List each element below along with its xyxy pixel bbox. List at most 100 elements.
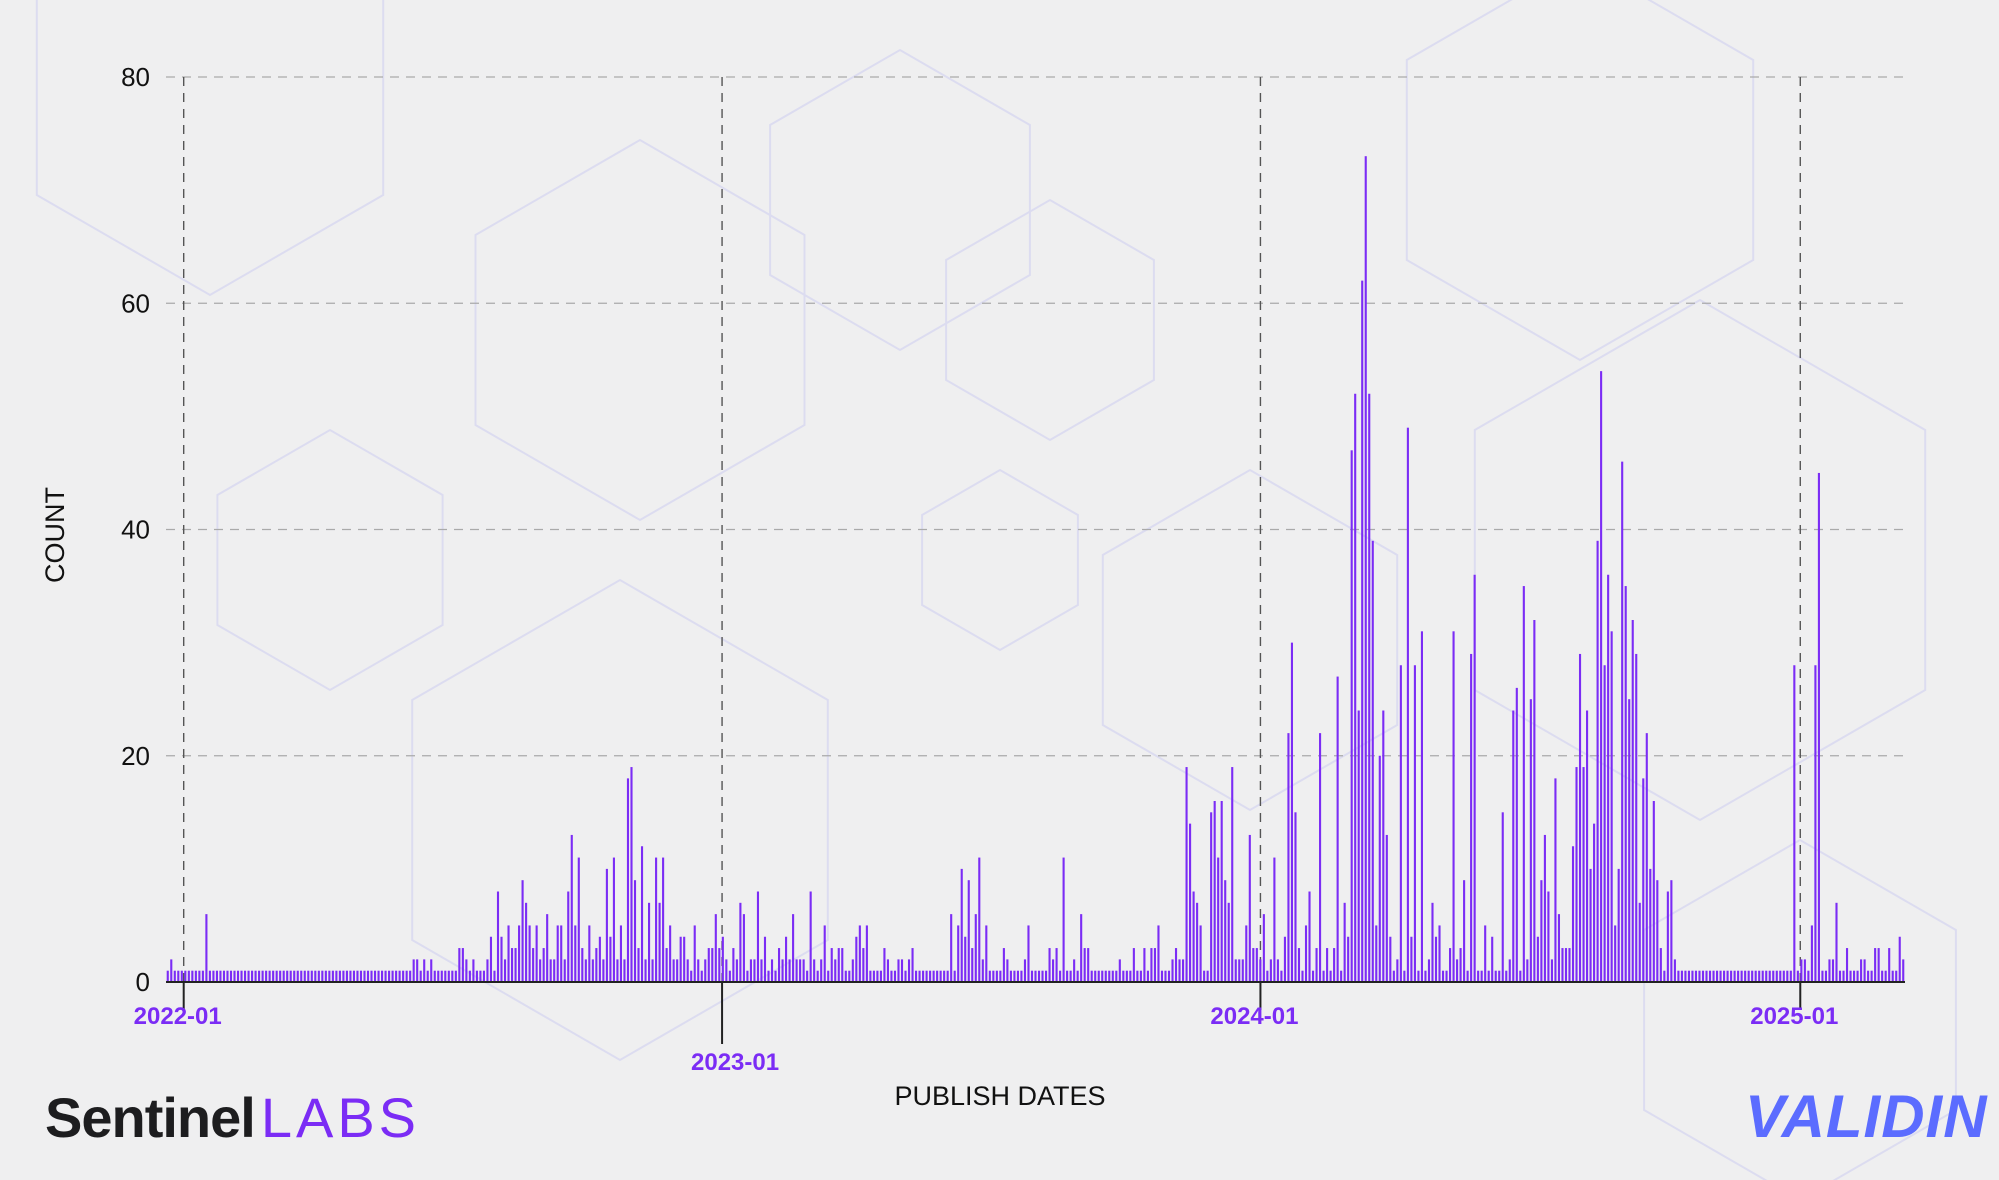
bar: [419, 970, 422, 982]
bar: [398, 970, 401, 982]
bar: [1845, 948, 1849, 982]
bar: [1617, 868, 1620, 983]
bar: [1413, 665, 1416, 982]
bar: [1174, 948, 1178, 982]
bar: [1853, 970, 1856, 982]
bar: [911, 948, 914, 982]
bar: [222, 970, 226, 982]
bar: [546, 914, 549, 983]
bar: [1470, 653, 1473, 982]
bar: [1557, 914, 1561, 983]
bar: [1182, 959, 1185, 983]
bar: [377, 970, 380, 982]
bar: [605, 868, 608, 983]
bar: [1828, 959, 1831, 983]
bar: [1037, 970, 1041, 982]
bar: [1399, 665, 1402, 982]
bar: [440, 970, 443, 982]
bar: [201, 970, 204, 982]
bar: [1087, 948, 1090, 982]
bar: [1136, 970, 1139, 982]
bar: [1069, 970, 1072, 982]
bar: [1392, 970, 1395, 982]
bar: [468, 970, 471, 982]
bar: [816, 970, 819, 982]
bar: [479, 970, 482, 982]
bar: [1505, 970, 1508, 982]
bar: [254, 970, 257, 982]
bar: [574, 925, 577, 982]
bar: [500, 936, 503, 982]
bar: [1512, 710, 1515, 982]
bar: [932, 970, 935, 982]
bar: [279, 970, 282, 982]
bar: [1427, 959, 1431, 983]
bar: [553, 959, 556, 983]
bar: [1898, 936, 1901, 982]
bar: [1266, 970, 1269, 982]
bar: [1614, 925, 1617, 982]
bar: [489, 936, 493, 982]
bar: [855, 936, 858, 982]
bar: [1680, 970, 1683, 982]
bar: [1023, 959, 1027, 983]
bar: [1838, 970, 1842, 982]
bar: [1132, 948, 1135, 982]
bar: [243, 970, 247, 982]
bar: [1245, 925, 1248, 982]
bar: [1772, 970, 1775, 982]
bar: [1319, 733, 1322, 983]
bar: [1101, 970, 1104, 982]
bar: [1311, 970, 1315, 982]
bar: [1860, 959, 1863, 983]
bar: [1417, 970, 1420, 982]
bar: [1083, 948, 1086, 982]
bar: [1856, 970, 1859, 982]
bar: [872, 970, 875, 982]
bar: [1280, 970, 1283, 982]
bar: [1382, 710, 1385, 982]
bar: [447, 970, 450, 982]
bar: [792, 914, 795, 983]
bar: [1821, 970, 1824, 982]
bar: [1139, 970, 1142, 982]
bar: [630, 767, 633, 982]
bar: [865, 925, 868, 982]
bar: [180, 970, 183, 982]
bar: [1673, 959, 1676, 983]
bar: [581, 948, 584, 982]
bar: [900, 959, 904, 983]
bar: [1294, 812, 1297, 982]
bar: [1849, 970, 1852, 982]
bar: [1315, 948, 1318, 982]
bar: [567, 891, 570, 982]
bar: [1185, 767, 1188, 982]
bar: [1016, 970, 1019, 982]
bar: [338, 970, 341, 982]
bar: [633, 880, 637, 982]
bar: [1009, 970, 1012, 982]
bar: [363, 970, 366, 982]
bar: [549, 959, 552, 983]
bar: [1691, 970, 1694, 982]
bar: [1385, 834, 1388, 982]
bar: [1076, 970, 1079, 982]
bar: [493, 970, 496, 982]
bar: [177, 970, 180, 982]
bar: [686, 959, 689, 983]
bar: [384, 970, 387, 982]
bar: [198, 970, 201, 982]
bar: [770, 959, 774, 983]
bar: [915, 970, 918, 982]
bar: [1547, 891, 1550, 982]
bar: [1403, 970, 1406, 982]
bar: [317, 970, 320, 982]
bar: [1371, 540, 1374, 982]
bar: [1449, 948, 1452, 982]
bar: [1824, 970, 1828, 982]
bar: [1269, 959, 1272, 983]
axes: 2022-01 2023-01 2024-01 2025-01: [134, 981, 1905, 1076]
bar: [542, 948, 545, 982]
bar: [1259, 959, 1262, 983]
hexagon-shape: [769, 48, 1031, 352]
